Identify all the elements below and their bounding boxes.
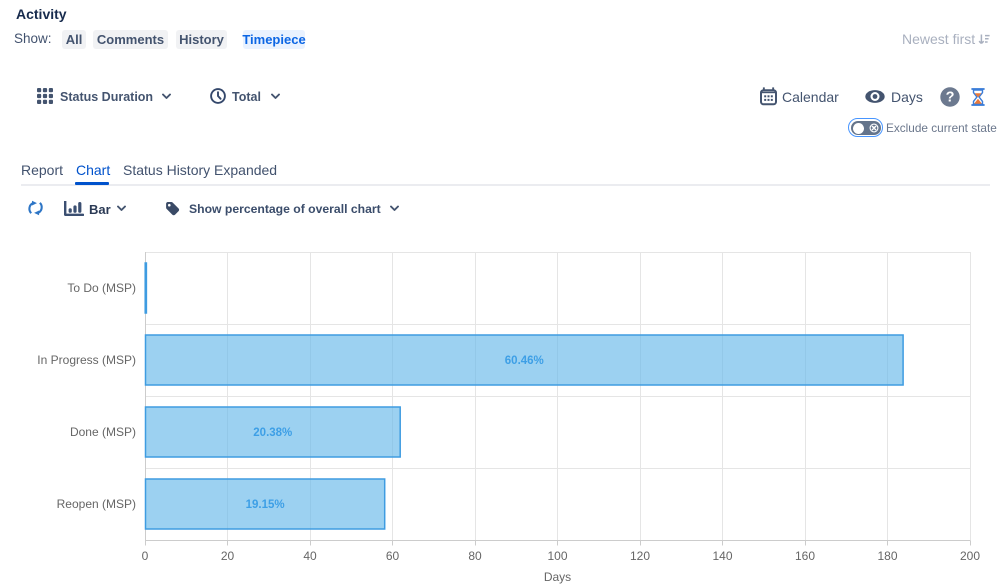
- svg-text:In Progress (MSP): In Progress (MSP): [37, 353, 136, 367]
- svg-text:40: 40: [303, 549, 317, 563]
- svg-text:?: ?: [946, 90, 955, 106]
- svg-text:0: 0: [142, 549, 149, 563]
- svg-text:60: 60: [386, 549, 400, 563]
- svg-text:80: 80: [468, 549, 482, 563]
- svg-text:200: 200: [960, 549, 980, 563]
- svg-text:To Do (MSP): To Do (MSP): [67, 281, 136, 295]
- svg-text:Reopen (MSP): Reopen (MSP): [57, 497, 136, 511]
- svg-text:180: 180: [877, 549, 897, 563]
- svg-text:120: 120: [630, 549, 650, 563]
- svg-text:100: 100: [547, 549, 567, 563]
- svg-text:Days: Days: [544, 570, 571, 584]
- svg-text:20: 20: [221, 549, 235, 563]
- svg-text:60.46%: 60.46%: [505, 355, 544, 367]
- svg-text:160: 160: [795, 549, 815, 563]
- svg-text:20.38%: 20.38%: [253, 427, 292, 439]
- svg-text:Done (MSP): Done (MSP): [70, 425, 136, 439]
- svg-text:140: 140: [712, 549, 732, 563]
- svg-text:19.15%: 19.15%: [246, 499, 285, 511]
